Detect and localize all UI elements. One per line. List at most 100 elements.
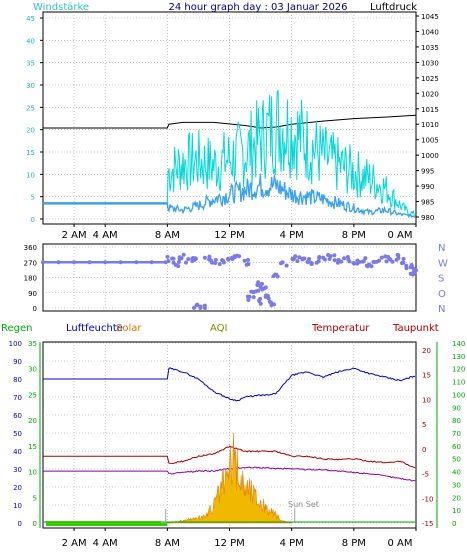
direction-point <box>242 258 247 263</box>
pressure-tick-label: 1030 <box>421 59 439 67</box>
direction-point <box>275 274 280 279</box>
compass-label: N <box>438 243 445 254</box>
direction-point <box>207 254 212 259</box>
direction-point <box>342 256 347 261</box>
x-tick-label: 4 AM <box>93 538 118 549</box>
pressure-tick-label: 1000 <box>421 152 439 160</box>
compass-label: N <box>438 304 445 315</box>
direction-point <box>365 264 370 269</box>
direction-point <box>103 260 108 265</box>
compass-label: W <box>438 258 448 269</box>
pressure-tick-label: 1025 <box>421 75 439 83</box>
direction-point <box>412 271 417 276</box>
humidity-tick-label: 100 <box>9 340 22 348</box>
pressure-tick-label: 1005 <box>421 137 439 145</box>
humidity-tick-label: 30 <box>13 466 22 474</box>
direction-point <box>332 253 337 258</box>
direction-tick-label: 270 <box>24 259 37 267</box>
direction-point <box>191 305 196 310</box>
solar-tick-label: 120 <box>452 366 465 374</box>
direction-point <box>41 260 45 265</box>
humidity-label: Luftfeuchte <box>66 323 123 334</box>
direction-point <box>56 260 61 265</box>
wind-tick-label: 5 <box>31 194 35 202</box>
direction-point <box>307 256 312 261</box>
direction-point <box>87 260 92 265</box>
direction-point <box>198 304 203 309</box>
direction-point <box>246 298 251 303</box>
x-tick-label: 0 AM <box>387 538 412 549</box>
x-tick-label: 4 AM <box>93 230 118 241</box>
direction-point <box>208 258 213 263</box>
direction-point <box>221 258 226 263</box>
solar-tick-label: 130 <box>452 353 465 361</box>
direction-point <box>297 255 302 260</box>
humidity-tick-label: 50 <box>13 430 22 438</box>
temperature-ticks: -15 -10 -5 0 5 10 15 20 <box>422 347 433 528</box>
direction-point <box>72 260 77 265</box>
direction-tick-label: 360 <box>24 244 37 252</box>
direction-point <box>379 255 384 260</box>
direction-point <box>360 259 365 264</box>
direction-point <box>171 256 176 261</box>
temperature-tick-label: -10 <box>422 495 433 503</box>
temperatur-line <box>43 445 416 469</box>
direction-point <box>149 260 154 265</box>
direction-point <box>314 260 319 265</box>
direction-point <box>326 252 331 257</box>
solar-tick-label: 0 <box>452 520 456 528</box>
rain-tick-label: 30 <box>28 366 37 374</box>
direction-point <box>280 260 285 265</box>
solar-tick-label: 140 <box>452 340 465 348</box>
x-tick-label: 8 AM <box>155 230 180 241</box>
direction-point <box>217 262 222 267</box>
x-tick-label: 4 PM <box>280 230 304 241</box>
temperature-tick-label: 0 <box>422 446 426 454</box>
direction-point <box>384 259 389 264</box>
solar-tick-label: 110 <box>452 379 465 387</box>
x-tick-label: 8 AM <box>155 538 180 549</box>
gust-line <box>43 89 416 217</box>
direction-tick-label: 180 <box>24 275 37 283</box>
direction-point <box>258 296 263 301</box>
direction-point <box>327 256 332 261</box>
direction-point <box>181 252 186 257</box>
wind-tick-label: 20 <box>26 127 35 135</box>
direction-point <box>183 260 188 265</box>
x-tick-label: 4 PM <box>280 538 304 549</box>
direction-point <box>166 259 171 264</box>
solar-tick-label: 70 <box>452 430 461 438</box>
rain-label: Regen <box>1 323 33 334</box>
direction-point <box>245 294 250 299</box>
direction-point <box>191 255 196 260</box>
direction-point <box>295 259 300 264</box>
wind-speed-line <box>43 173 416 219</box>
direction-point <box>269 303 274 308</box>
pressure-tick-label: 990 <box>421 183 434 191</box>
wind-axis-label: Windstärke <box>33 2 89 13</box>
direction-point <box>408 271 413 276</box>
direction-grid <box>43 244 416 311</box>
rain-tick-label: 10 <box>28 469 37 477</box>
rain-tick-label: 25 <box>28 391 37 399</box>
direction-point <box>387 256 392 261</box>
solar-tick-label: 60 <box>452 443 461 451</box>
direction-point <box>202 255 207 260</box>
wind-tick-label: 30 <box>26 82 35 90</box>
direction-point <box>256 282 261 287</box>
compass-label: S <box>438 274 444 285</box>
direction-point <box>244 262 249 267</box>
temperature-tick-label: -5 <box>422 471 429 479</box>
humidity-tick-label: 40 <box>13 448 22 456</box>
pressure-tick-label: 1015 <box>421 106 439 114</box>
direction-point <box>396 253 401 258</box>
x-tick-label: 12 PM <box>214 230 245 241</box>
wind-tick-label: 10 <box>26 171 35 179</box>
humidity-tick-label: 60 <box>13 412 22 420</box>
x-tick-label: 0 AM <box>387 230 412 241</box>
solar-tick-label: 90 <box>452 404 461 412</box>
rain-ticks: 0 5 10 15 20 25 30 35 <box>28 340 41 528</box>
direction-point <box>332 258 337 263</box>
direction-point <box>305 259 310 264</box>
